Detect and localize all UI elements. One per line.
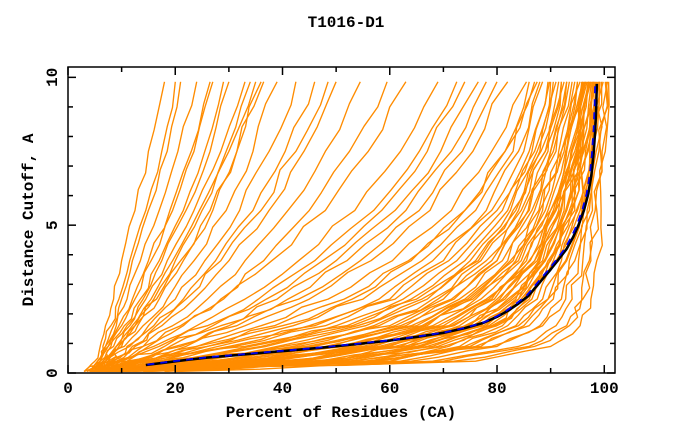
model-curve-77 bbox=[89, 81, 458, 372]
model-curve-61 bbox=[94, 81, 337, 372]
model-curve-47 bbox=[132, 81, 608, 372]
highlight-curves-group bbox=[145, 82, 599, 367]
model-curve-25 bbox=[94, 81, 579, 372]
highlight-curve-blue bbox=[147, 82, 597, 366]
model-curve-68 bbox=[94, 81, 257, 372]
model-curve-11 bbox=[89, 81, 549, 372]
x-tick-label: 60 bbox=[380, 380, 399, 398]
model-curve-56 bbox=[83, 81, 246, 372]
model-curve-12 bbox=[94, 81, 557, 372]
model-curve-31 bbox=[100, 81, 551, 372]
model-curve-67 bbox=[83, 81, 225, 372]
model-curve-51 bbox=[83, 81, 166, 372]
model-curve-21 bbox=[89, 81, 544, 372]
model-curve-32 bbox=[89, 81, 560, 372]
model-curve-14 bbox=[105, 81, 573, 372]
model-curve-80 bbox=[100, 81, 538, 372]
y-tick-label: 5 bbox=[44, 220, 62, 230]
model-curve-26 bbox=[100, 81, 584, 372]
chart-title: T1016-D1 bbox=[308, 14, 385, 32]
x-tick-label: 40 bbox=[273, 380, 292, 398]
model-curve-65 bbox=[89, 81, 176, 372]
model-curve-22 bbox=[100, 81, 554, 372]
model-curve-54 bbox=[94, 81, 214, 372]
plot-area: 0 20 40 60 80 100 0 5 10 bbox=[44, 66, 619, 398]
model-curve-30 bbox=[94, 81, 595, 372]
model-curve-49 bbox=[116, 81, 601, 372]
model-curves-group bbox=[83, 81, 610, 372]
model-curve-5 bbox=[94, 81, 579, 372]
model-curve-79 bbox=[94, 81, 498, 372]
model-curve-70 bbox=[91, 81, 265, 372]
model-curve-53 bbox=[91, 81, 198, 372]
model-curve-36 bbox=[100, 81, 586, 372]
model-curve-69 bbox=[99, 81, 329, 372]
x-tick-label: 80 bbox=[487, 380, 506, 398]
plot-border bbox=[67, 66, 616, 374]
y-axis-label: Distance Cutoff, A bbox=[20, 133, 38, 306]
model-curve-57 bbox=[96, 81, 262, 372]
model-curve-82 bbox=[175, 81, 609, 372]
x-tick-label: 100 bbox=[590, 380, 619, 398]
model-curve-35 bbox=[105, 81, 583, 372]
x-tick-label: 0 bbox=[63, 380, 73, 398]
x-tick-label: 20 bbox=[166, 380, 185, 398]
y-tick-label: 0 bbox=[44, 368, 62, 378]
model-curve-38 bbox=[100, 81, 591, 372]
model-curve-71 bbox=[94, 81, 407, 372]
model-curve-28 bbox=[89, 81, 590, 372]
model-curve-50 bbox=[164, 81, 610, 372]
y-tick-label: 10 bbox=[44, 68, 62, 87]
model-curve-37 bbox=[89, 81, 589, 372]
model-curve-59 bbox=[99, 81, 297, 372]
model-curve-81 bbox=[110, 81, 601, 372]
x-axis-label: Percent of Residues (CA) bbox=[226, 404, 456, 422]
